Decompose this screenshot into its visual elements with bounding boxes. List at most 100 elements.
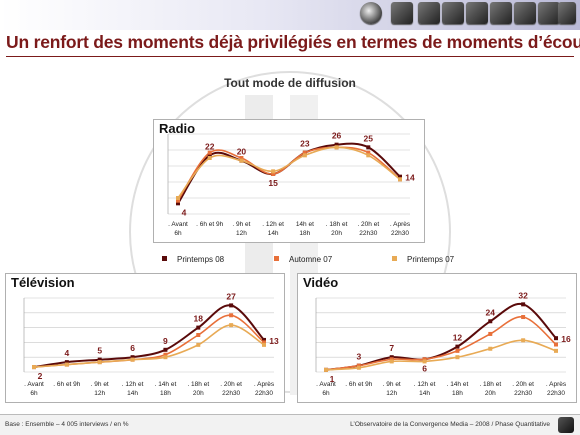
radio-x-tick-label: 22h30 — [391, 230, 409, 237]
television-data-label: 4 — [64, 348, 69, 358]
video-x-tick-label: . 14h et — [447, 381, 469, 388]
video-point-printemps-07 — [554, 348, 558, 353]
radio-chart-title: Radio — [159, 121, 196, 136]
television-point-printemps-08 — [196, 325, 201, 330]
television-data-label: 5 — [97, 346, 102, 356]
video-x-tick-label: 12h — [386, 390, 397, 397]
video-x-tick-label: 14h — [419, 390, 430, 397]
radio-data-label: 4 — [182, 207, 187, 217]
television-point-printemps-07 — [262, 342, 266, 347]
television-point-printemps-08 — [163, 347, 168, 352]
newspaper-icon[interactable] — [442, 2, 464, 24]
video-chart-panel: Vidéo 1 3 7 6 12 24 32 16 . Avant 6h . 6h et 9h . 9… — [297, 273, 577, 403]
video-x-tick-label: 6h — [322, 390, 330, 397]
footer-bar: Base : Ensemble – 4 005 interviews / en … — [0, 415, 580, 435]
video-point-automne-07 — [521, 315, 526, 320]
television-point-automne-07 — [229, 313, 234, 318]
television-x-tick-label: 14h — [127, 390, 138, 397]
radio-point-printemps-08 — [366, 145, 371, 150]
radio-point-printemps-07 — [271, 169, 276, 174]
header-bar — [0, 0, 580, 30]
video-x-tick-label: 18h — [452, 390, 463, 397]
radio-x-tick-label: 20h — [331, 230, 342, 237]
legend-label-printemps07: Printemps 07 — [407, 255, 455, 264]
video-data-label: 7 — [389, 343, 394, 353]
television-point-printemps-07 — [97, 360, 102, 365]
television-point-printemps-07 — [32, 365, 36, 370]
television-data-label: 18 — [194, 314, 204, 324]
remote-control-icon[interactable] — [538, 2, 560, 24]
television-x-tick-label: . Après — [254, 381, 275, 388]
radio-point-automne-07 — [366, 150, 371, 155]
television-x-tick-label: . 18h et — [187, 381, 209, 388]
video-data-label: 16 — [561, 334, 571, 344]
radio-x-tick-label: 22h30 — [359, 230, 377, 237]
video-x-tick-label: 22h30 — [514, 390, 532, 397]
media-player-icon[interactable] — [558, 2, 576, 24]
radio-data-label: 20 — [237, 147, 247, 157]
television-point-printemps-07 — [130, 357, 135, 362]
television-x-tick-label: 12h — [94, 390, 105, 397]
radio-x-tick-label: . 6h et 9h — [196, 221, 223, 228]
laptop-icon[interactable] — [490, 2, 512, 24]
tv-screen-icon[interactable] — [391, 2, 413, 24]
video-data-label: 6 — [422, 363, 427, 373]
radio-point-automne-07 — [302, 150, 307, 155]
hand-device-icon[interactable] — [514, 2, 536, 24]
radio-data-label: 14 — [405, 173, 415, 183]
video-x-tick-label: . 12h et — [414, 381, 436, 388]
video-line-chart: 1 3 7 6 12 24 32 16 . Avant 6h . 6h et 9h . 9h et 12… — [315, 290, 571, 397]
video-x-tick-label: . 6h et 9h — [345, 381, 372, 388]
television-line-chart: 2 4 5 6 9 18 27 13 . Avant 6h . 6h et 9h . 9h et 12h… — [23, 291, 279, 397]
television-data-label: 9 — [163, 336, 168, 346]
video-x-tick-label: . Après — [546, 381, 567, 388]
video-point-automne-07 — [554, 342, 558, 347]
radio-data-label: 22 — [205, 141, 215, 151]
television-line-printemps-07 — [33, 324, 265, 368]
brand-logo-icon — [558, 417, 574, 433]
legend-swatch-printemps07 — [392, 256, 397, 261]
radio-data-label: 26 — [332, 131, 342, 141]
video-point-printemps-08 — [521, 302, 526, 307]
video-x-tick-label: . 9h et — [383, 381, 401, 388]
video-line-printemps-07 — [325, 339, 557, 371]
television-data-label: 13 — [269, 336, 279, 346]
radio-x-tick-label: 18h — [299, 230, 310, 237]
radio-x-tick-label: 6h — [174, 230, 182, 237]
radio-x-tick-label: . 20h et — [357, 221, 379, 228]
television-data-label: 6 — [130, 343, 135, 353]
radio-speaker-icon[interactable] — [360, 2, 382, 24]
footer-source-note: L’Observatoire de la Convergence Media –… — [350, 421, 550, 428]
video-data-label: 3 — [356, 352, 361, 362]
television-point-automne-07 — [196, 333, 201, 337]
television-chart-title: Télévision — [11, 275, 75, 290]
television-point-printemps-08 — [130, 355, 135, 360]
chart-legend: Printemps 08 Automne 07 Printemps 07 — [150, 255, 470, 267]
video-point-printemps-07 — [488, 346, 493, 351]
television-x-tick-label: 18h — [160, 390, 171, 397]
video-point-printemps-07 — [324, 367, 328, 372]
video-chart-title: Vidéo — [303, 275, 339, 290]
radio-data-label: 25 — [364, 133, 374, 143]
legend-swatch-automne07 — [274, 256, 279, 261]
video-point-automne-07 — [422, 357, 427, 362]
television-x-tick-label: . 20h et — [220, 381, 242, 388]
radio-point-printemps-07 — [302, 153, 307, 158]
radio-x-tick-label: 14h — [268, 230, 279, 237]
television-line-printemps-08 — [33, 304, 265, 369]
video-data-label: 1 — [330, 374, 335, 384]
legend-label-printemps08: Printemps 08 — [177, 255, 225, 264]
television-point-printemps-07 — [163, 355, 168, 360]
chart-subtitle: Tout mode de diffusion — [224, 76, 356, 90]
mobile-phone-icon[interactable] — [466, 2, 488, 24]
page-title: Un renfort des moments déjà privilégiés … — [6, 32, 580, 52]
radio-line-printemps-07 — [177, 146, 401, 199]
radio-x-tick-label: . Après — [390, 221, 411, 228]
television-x-tick-label: . 9h et — [91, 381, 109, 388]
title-divider — [6, 56, 574, 57]
radio-point-printemps-08 — [398, 174, 402, 179]
footer-base-note: Base : Ensemble – 4 005 interviews / en … — [5, 421, 129, 428]
person-thumbnail-icon[interactable] — [418, 2, 440, 24]
television-x-tick-label: 22h30 — [255, 390, 273, 397]
television-point-printemps-08 — [97, 357, 102, 362]
